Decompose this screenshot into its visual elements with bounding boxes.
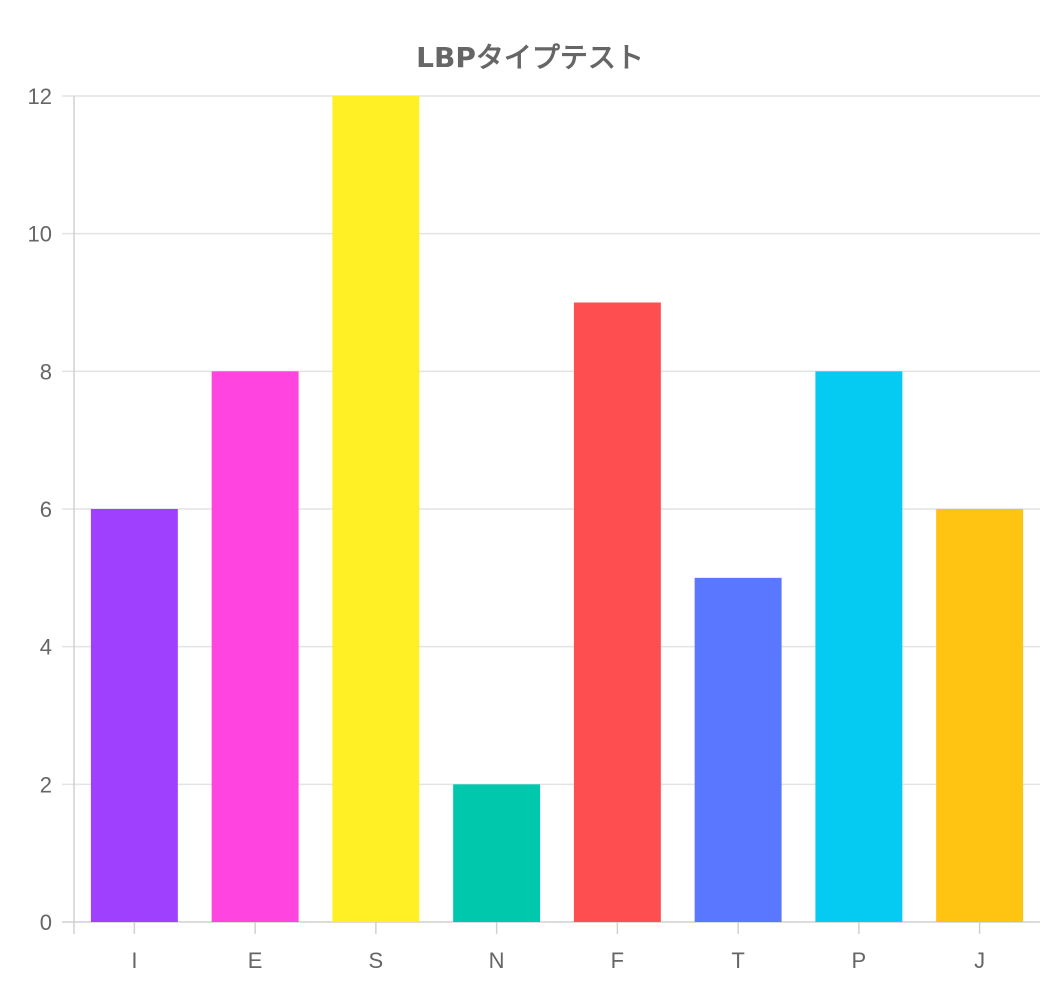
- bar-n: [453, 784, 541, 922]
- y-tick-label: 0: [40, 910, 52, 935]
- bar-i: [90, 509, 178, 922]
- y-tick-label: 8: [40, 359, 52, 384]
- bar-f: [573, 302, 661, 922]
- bar-e: [211, 371, 299, 922]
- y-tick-label: 4: [40, 635, 52, 660]
- x-tick-label: E: [248, 948, 263, 973]
- x-tick-label: F: [611, 948, 624, 973]
- chart-title: LBPタイプテスト: [416, 41, 644, 74]
- x-tick-label: S: [369, 948, 384, 973]
- bar-t: [694, 577, 782, 922]
- y-tick-label: 6: [40, 497, 52, 522]
- bar-s: [332, 96, 420, 922]
- x-tick-label: T: [731, 948, 744, 973]
- x-tick-label: N: [489, 948, 505, 973]
- y-tick-label: 2: [40, 772, 52, 797]
- x-tick-label: I: [131, 948, 137, 973]
- y-tick-label: 10: [28, 222, 52, 247]
- bar-p: [815, 371, 903, 922]
- x-tick-label: J: [974, 948, 985, 973]
- x-tick-label: P: [852, 948, 867, 973]
- y-tick-label: 12: [28, 84, 52, 109]
- bar-j: [936, 509, 1024, 922]
